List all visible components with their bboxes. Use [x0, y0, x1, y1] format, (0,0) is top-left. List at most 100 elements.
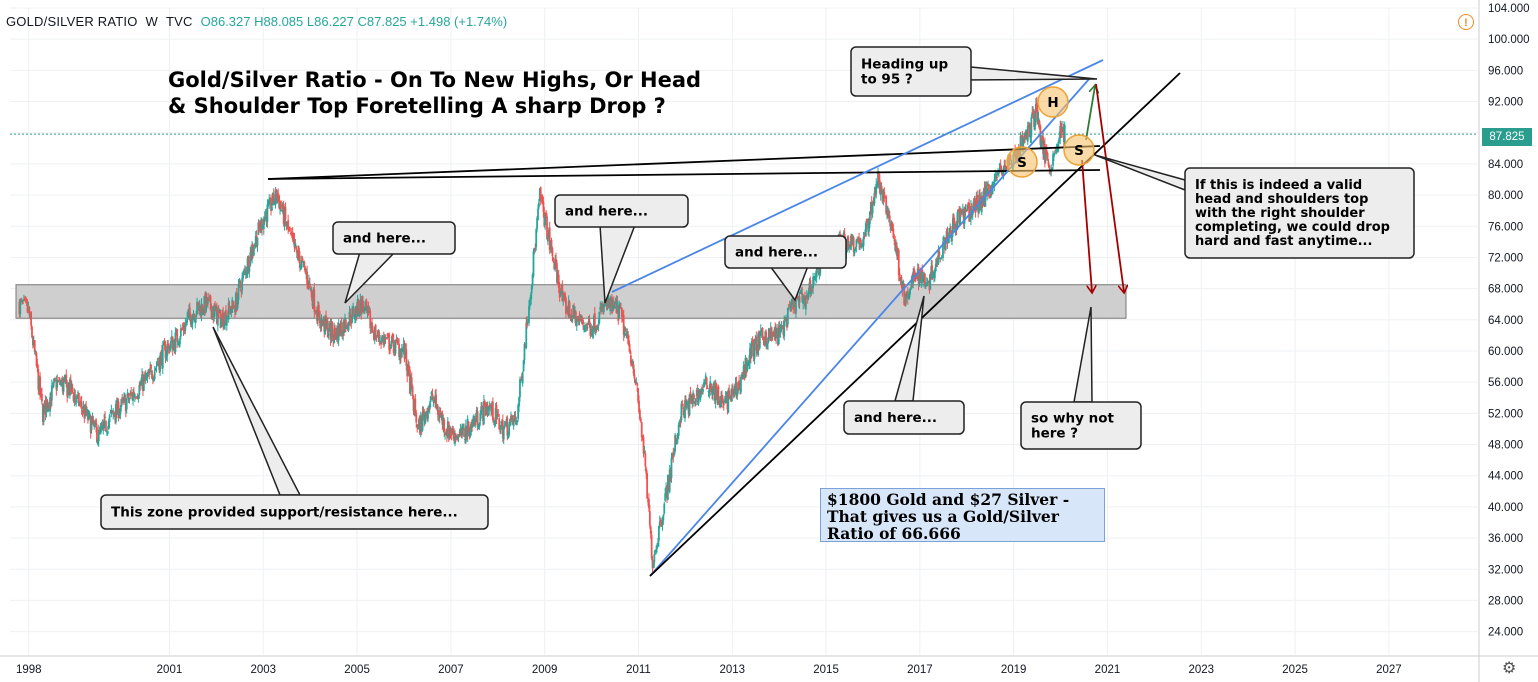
- candle-body: [456, 438, 459, 440]
- candle-body: [244, 270, 247, 275]
- candle-body: [429, 396, 432, 402]
- candle-body: [540, 198, 543, 200]
- candle-body: [75, 400, 78, 402]
- candle-body: [901, 285, 904, 291]
- candle-body: [813, 278, 816, 281]
- x-tick-label: 1998: [16, 664, 42, 676]
- candle-body: [771, 335, 774, 337]
- candle-body: [104, 416, 106, 418]
- candle-body: [798, 296, 801, 303]
- candle-body: [521, 372, 524, 384]
- candle-body: [444, 433, 446, 435]
- candle-body: [349, 313, 352, 324]
- callout-zone: This zone provided support/resistance he…: [100, 326, 489, 530]
- candle-body: [182, 325, 185, 331]
- candle-body: [774, 326, 777, 341]
- candle-body: [746, 361, 749, 372]
- candle-body: [440, 414, 443, 418]
- candle-body: [1054, 149, 1057, 151]
- ohlc-low: L86.227: [306, 13, 354, 29]
- candle-body: [887, 209, 889, 216]
- candle-body: [688, 394, 691, 416]
- callout-and-here-1-text: and here...: [343, 231, 426, 247]
- candle-body: [874, 190, 877, 197]
- candle-body: [398, 344, 400, 358]
- candle-body: [36, 363, 39, 369]
- candle-body: [82, 406, 85, 411]
- candle-body: [257, 222, 260, 235]
- candle-body: [396, 339, 399, 344]
- candle-body: [721, 398, 724, 404]
- candle-body: [519, 379, 521, 398]
- candle-body: [867, 223, 870, 230]
- candle-body: [254, 235, 257, 246]
- candle-body: [139, 382, 142, 387]
- candle-body: [229, 307, 232, 315]
- candle-body: [205, 295, 207, 312]
- candle-body: [583, 327, 586, 330]
- neckline-upper: [267, 145, 1101, 180]
- candle-body: [886, 206, 888, 214]
- candle-body: [411, 386, 414, 396]
- candle-body: [734, 383, 737, 387]
- candle-body: [463, 427, 465, 437]
- candle-body: [324, 316, 327, 335]
- candle-body: [549, 241, 552, 248]
- candle-body: [536, 217, 538, 229]
- candle-body: [940, 257, 943, 260]
- candle-body: [300, 260, 303, 268]
- candle-body: [510, 415, 513, 422]
- candle-body: [947, 238, 950, 242]
- candle-body: [669, 470, 672, 477]
- candle-body: [503, 425, 506, 428]
- candle-body: [878, 173, 880, 182]
- candle-body: [268, 198, 271, 205]
- candle-body: [449, 430, 452, 435]
- candle-body: [740, 374, 743, 378]
- candle-body: [188, 307, 191, 317]
- symbol-header[interactable]: GOLD/SILVER RATIO W TVC O86.327 H88.085 …: [6, 12, 507, 30]
- callout-why-not-box: [1020, 401, 1142, 450]
- candle-body: [405, 349, 408, 366]
- candle-body: [127, 393, 130, 400]
- candle-body: [354, 306, 357, 319]
- candle-body: [318, 310, 321, 324]
- candle-body: [265, 213, 268, 223]
- candle-body: [414, 398, 417, 414]
- candle-body: [404, 349, 407, 357]
- candle-body: [556, 263, 558, 283]
- candle-body: [84, 405, 87, 417]
- candle-body: [1062, 129, 1065, 142]
- candle-body: [631, 361, 634, 364]
- candle-body: [49, 397, 51, 412]
- candle-body: [60, 379, 63, 387]
- candle-body: [686, 401, 689, 405]
- interval[interactable]: W: [145, 13, 158, 29]
- candle-body: [921, 269, 924, 279]
- symbol-name[interactable]: GOLD/SILVER RATIO: [6, 13, 138, 29]
- gear-icon[interactable]: ⚙: [1502, 660, 1517, 677]
- candle-body: [654, 549, 657, 552]
- candle-body: [613, 305, 616, 309]
- candle-body: [634, 380, 637, 384]
- candle-body: [1057, 141, 1060, 150]
- candle-body: [216, 308, 218, 324]
- candle-body: [271, 192, 274, 206]
- candle-body: [1061, 131, 1063, 133]
- candle-body: [593, 315, 595, 329]
- candle-body: [580, 316, 583, 322]
- candle-body: [515, 422, 518, 424]
- candle-body: [869, 211, 871, 224]
- candle-body: [69, 379, 72, 392]
- candle-body: [684, 400, 686, 419]
- candle-body: [603, 299, 606, 307]
- y-tick-label: 96.000: [1488, 65, 1523, 77]
- candle-body: [57, 379, 60, 382]
- candle-body: [524, 345, 527, 348]
- alert-icon[interactable]: !: [1458, 14, 1474, 30]
- candle-body: [572, 305, 575, 315]
- candle-body: [600, 305, 603, 310]
- candle-body: [450, 433, 453, 436]
- candle-body: [605, 299, 608, 306]
